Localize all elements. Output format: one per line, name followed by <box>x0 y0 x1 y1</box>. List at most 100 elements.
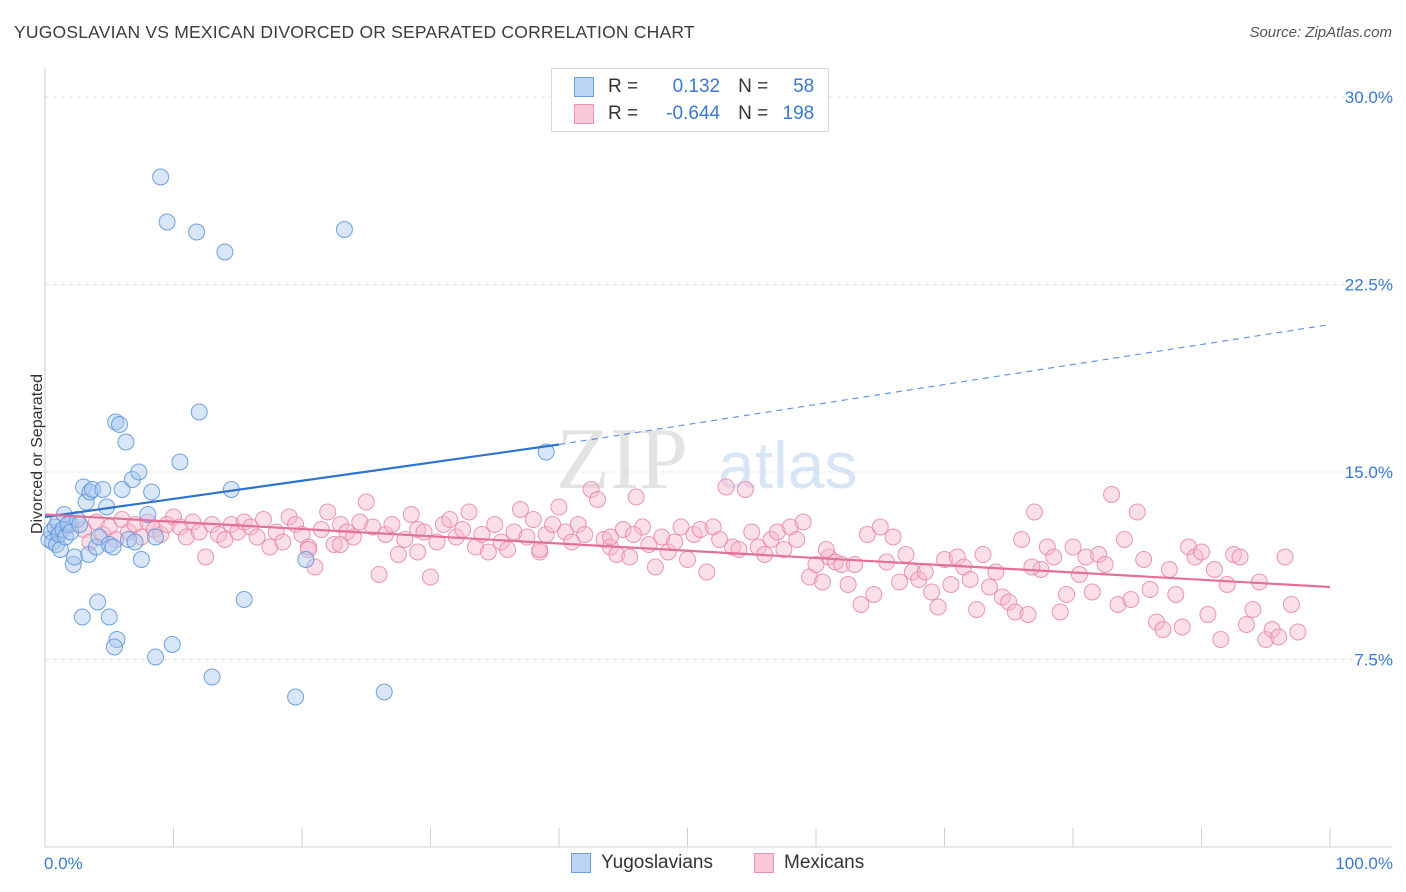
watermark-zip: ZIP <box>556 411 688 508</box>
mexican-point <box>216 531 234 548</box>
mexican-point <box>627 488 645 506</box>
mexican-point <box>1270 628 1288 646</box>
yugoslavian-point <box>117 433 135 451</box>
axes <box>44 68 1392 848</box>
y-tick-label: 7.5% <box>1354 651 1393 670</box>
mexican-point <box>987 563 1005 581</box>
yugoslavian-point <box>94 481 112 498</box>
mexican-point <box>625 526 643 543</box>
legend-item-mexicans: Mexicans <box>754 852 864 874</box>
mexican-point <box>1023 558 1041 576</box>
yugoslavian-point <box>87 538 105 556</box>
yugoslavian-point <box>171 453 189 471</box>
watermark-atlas: atlas <box>718 428 857 502</box>
mexican-point <box>788 531 806 548</box>
mexican-point <box>1199 606 1217 623</box>
mexican-point <box>460 503 478 521</box>
mexican-point <box>743 523 761 541</box>
mexican-point <box>486 516 504 533</box>
mexican-point <box>929 598 947 616</box>
mexican-point <box>1013 531 1031 548</box>
mexican-point <box>852 596 870 613</box>
yugoslavian-point <box>152 168 170 186</box>
yugoslavian-point <box>66 548 84 566</box>
mexican-point <box>197 548 215 566</box>
legend-n-value: 198 <box>782 103 815 124</box>
mexican-point <box>1180 538 1198 556</box>
mexican-point <box>884 528 902 546</box>
mexican-point <box>968 601 986 618</box>
legend-swatch-pink <box>574 104 594 124</box>
mexican-point <box>1212 631 1230 648</box>
yugoslavian-point <box>287 688 305 706</box>
mexican-point <box>646 558 664 576</box>
yugoslavian-point <box>84 481 102 498</box>
mexican-point <box>1103 486 1121 503</box>
legend-row-yugoslavians: R = 0.132 N = 58 <box>574 75 814 99</box>
mexican-point <box>1006 603 1024 621</box>
mexican-point <box>1173 618 1191 636</box>
yugoslavian-point <box>100 608 118 626</box>
mexican-point <box>1077 548 1095 566</box>
yugoslavian-point <box>81 483 99 501</box>
mexican-point <box>364 518 382 536</box>
mexican-point <box>299 541 317 558</box>
mexican-point <box>679 551 696 568</box>
mexican-point <box>736 481 754 498</box>
yugoslavian-point <box>216 243 234 261</box>
mexican-point <box>601 528 619 546</box>
mexican-point <box>891 573 909 591</box>
mexican-point <box>980 578 998 596</box>
mexican-point <box>1231 548 1249 566</box>
mexican-point <box>332 536 350 553</box>
x-tick-label: 100.0% <box>1335 854 1393 873</box>
mexican-point <box>1160 561 1178 578</box>
yugoslavian-point <box>111 416 129 433</box>
mexican-point <box>916 563 934 581</box>
mexican-point <box>409 543 427 561</box>
mexican-point <box>550 498 568 516</box>
series-yugoslavians <box>40 168 555 706</box>
yugoslavian-point <box>188 223 206 241</box>
mexican-point <box>1237 616 1255 633</box>
mexican-point <box>402 506 420 523</box>
legend-swatch-pink <box>754 853 774 873</box>
mexican-point <box>1070 566 1088 583</box>
mexican-point <box>1276 548 1294 566</box>
mexican-point <box>817 541 835 558</box>
yugoslavian-point <box>203 668 221 686</box>
legend-r-value: 0.132 <box>672 76 721 97</box>
yugoslavian-point <box>147 648 165 666</box>
mexican-point <box>659 543 677 561</box>
mexican-trend-line <box>44 513 1331 589</box>
mexican-point <box>1096 556 1114 573</box>
yugoslavian-point <box>104 538 122 556</box>
mexican-point <box>1257 631 1275 648</box>
mexican-point <box>666 533 684 551</box>
mexican-point <box>357 493 375 511</box>
mexican-point <box>511 501 529 518</box>
x-tick-label: 0.0% <box>44 854 83 873</box>
mexican-point <box>974 546 992 563</box>
mexican-point <box>177 528 195 546</box>
mexican-point <box>1128 503 1146 521</box>
mexican-point <box>1167 586 1185 603</box>
mexican-point <box>711 531 729 548</box>
mexican-point <box>319 503 337 521</box>
legend-item-yugoslavians: Yugoslavians <box>571 852 713 874</box>
legend-label-yugoslavians: Yugoslavians <box>601 852 713 873</box>
mexican-point <box>441 511 459 528</box>
mexican-point <box>1282 596 1300 613</box>
mexican-point <box>1109 596 1127 613</box>
mexican-point <box>717 478 735 496</box>
bottom-legend: Yugoslavians Mexicans <box>0 852 1406 876</box>
yugoslavian-point <box>143 483 161 501</box>
mexican-point <box>261 538 279 556</box>
mexican-point <box>698 563 716 581</box>
y-axis-label: Divorced or Separated <box>29 373 46 535</box>
mexican-point <box>422 568 439 586</box>
mexican-point <box>942 576 960 593</box>
mexican-point <box>1122 591 1140 608</box>
yugoslavian-point <box>132 551 150 568</box>
